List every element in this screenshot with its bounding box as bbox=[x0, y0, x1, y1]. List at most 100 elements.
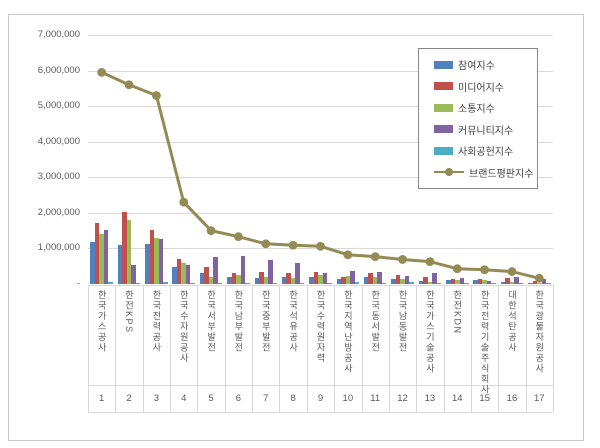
bar-소통지수-rank12 bbox=[400, 279, 405, 284]
bar-참여지수-rank15 bbox=[473, 279, 478, 284]
category-separator bbox=[88, 285, 89, 412]
legend-bar-swatch-icon bbox=[434, 103, 453, 112]
category-rank-label: 17 bbox=[534, 393, 545, 404]
y-axis-tick-label: 5,000,000 bbox=[37, 100, 80, 112]
category-label: 한국중부발전 bbox=[260, 290, 271, 353]
bar-참여지수-rank13 bbox=[418, 280, 424, 284]
bar-미디어지수-rank17 bbox=[532, 280, 538, 284]
axis-line bbox=[88, 412, 553, 413]
category-separator bbox=[170, 285, 172, 412]
category-label: 한국동서발전 bbox=[370, 290, 381, 353]
bar-사회공헌지수-rank11 bbox=[381, 283, 387, 284]
y-axis-tick-label: 4,000,000 bbox=[37, 135, 80, 147]
bar-미디어지수-rank13 bbox=[423, 277, 428, 284]
y-axis-tick-label: 7,000,000 bbox=[37, 29, 80, 40]
bar-미디어지수-rank1 bbox=[94, 222, 100, 284]
category-label: 한국남동발전 bbox=[397, 290, 408, 353]
legend-label: 소통지수 bbox=[458, 104, 495, 116]
bar-참여지수-rank6 bbox=[227, 276, 232, 284]
category-rank-label: 12 bbox=[397, 393, 408, 404]
bar-소통지수-rank16 bbox=[509, 281, 515, 284]
legend-label: 참여지수 bbox=[458, 61, 495, 73]
category-label: 한국전력기술주식회사 bbox=[479, 290, 490, 395]
category-rank-label: 2 bbox=[126, 393, 132, 404]
bar-사회공헌지수-rank2 bbox=[135, 282, 141, 284]
category-label: 한국남부발전 bbox=[233, 290, 244, 353]
category-rank-label: 15 bbox=[479, 393, 490, 404]
y-axis-tick-label: 1,000,000 bbox=[37, 242, 80, 254]
category-separator bbox=[252, 285, 254, 412]
category-label: 한전KDN bbox=[452, 290, 463, 335]
category-separator bbox=[443, 285, 445, 412]
bar-미디어지수-rank14 bbox=[450, 279, 455, 284]
bar-소통지수-rank15 bbox=[482, 279, 487, 284]
category-rank-label: 3 bbox=[153, 393, 160, 404]
category-separator bbox=[416, 285, 418, 412]
chart-frame-border bbox=[8, 14, 584, 441]
category-label: 한국서부발전 bbox=[206, 290, 217, 353]
bar-소통지수-rank17 bbox=[537, 283, 542, 284]
category-label: 한국석유공사 bbox=[288, 290, 299, 353]
category-label: 한국가스공사 bbox=[96, 290, 107, 353]
bar-커뮤니티지수-rank7 bbox=[268, 259, 273, 284]
bar-참여지수-rank7 bbox=[254, 278, 260, 284]
legend: 참여지수 미디어지수 소통지수 커뮤니티지수 사회공헌지수 브랜드평판지수 bbox=[418, 48, 538, 189]
legend-item-사회공헌지수: 사회공헌지수 bbox=[434, 144, 535, 158]
axis-line bbox=[88, 284, 553, 286]
bar-사회공헌지수-rank9 bbox=[327, 283, 332, 284]
bar-참여지수-rank17 bbox=[528, 282, 533, 284]
legend-item-미디어지수: 미디어지수 bbox=[434, 79, 535, 94]
category-rank-label: 10 bbox=[342, 393, 354, 404]
category-label: 한전KPS bbox=[124, 290, 135, 334]
category-separator bbox=[553, 285, 554, 412]
category-separator bbox=[498, 285, 500, 412]
bar-소통지수-rank8 bbox=[290, 278, 296, 284]
bar-참여지수-rank1 bbox=[90, 242, 95, 284]
category-separator bbox=[525, 285, 527, 412]
legend-label: 사회공헌지수 bbox=[458, 147, 514, 159]
bar-참여지수-rank11 bbox=[363, 277, 369, 284]
legend-item-커뮤니티지수: 커뮤니티지수 bbox=[434, 122, 535, 137]
bar-참여지수-rank10 bbox=[336, 279, 342, 284]
bar-참여지수-rank14 bbox=[446, 280, 451, 284]
category-rank-label: 8 bbox=[290, 393, 296, 404]
legend-item-소통지수: 소통지수 bbox=[434, 101, 535, 115]
bar-소통지수-rank13 bbox=[427, 281, 433, 284]
bar-커뮤니티지수-rank8 bbox=[295, 263, 300, 284]
category-separator bbox=[361, 285, 363, 412]
bar-소통지수-rank5 bbox=[208, 276, 214, 284]
bar-소통지수-rank7 bbox=[263, 277, 269, 284]
bar-참여지수-rank12 bbox=[391, 279, 396, 284]
gridline bbox=[88, 212, 553, 214]
bar-사회공헌지수-rank17 bbox=[546, 283, 551, 284]
bar-사회공헌지수-rank1 bbox=[108, 281, 113, 284]
y-axis-tick-label: 3,000,000 bbox=[37, 171, 80, 183]
category-rank-label: 13 bbox=[424, 393, 436, 404]
category-rank-label: 14 bbox=[451, 393, 463, 404]
bar-커뮤니티지수-rank5 bbox=[213, 256, 218, 284]
category-label: 대한석탄공사 bbox=[506, 290, 517, 353]
y-axis-tick-label: 2,000,000 bbox=[37, 206, 80, 218]
category-separator bbox=[306, 285, 308, 412]
category-label: 한국광물자원공사 bbox=[534, 290, 545, 374]
bar-커뮤니티지수-rank1 bbox=[103, 229, 109, 284]
bar-커뮤니티지수-rank6 bbox=[240, 255, 246, 284]
bar-사회공헌지수-rank4 bbox=[190, 282, 195, 284]
bar-사회공헌지수-rank5 bbox=[217, 283, 223, 284]
legend-bar-swatch-icon bbox=[434, 146, 453, 155]
category-rank-label: 1 bbox=[99, 393, 105, 404]
category-rank-label: 11 bbox=[370, 393, 381, 404]
category-separator bbox=[115, 285, 117, 412]
bar-미디어지수-rank15 bbox=[477, 278, 483, 284]
category-label: 한국지역난방공사 bbox=[342, 290, 353, 374]
legend-bar-swatch-icon bbox=[434, 60, 453, 69]
bar-미디어지수-rank10 bbox=[341, 276, 346, 284]
category-separator bbox=[142, 285, 144, 412]
bar-커뮤니티지수-rank17 bbox=[541, 279, 547, 284]
bar-커뮤니티지수-rank12 bbox=[404, 275, 410, 284]
category-separator bbox=[224, 285, 226, 412]
bar-사회공헌지수-rank3 bbox=[163, 282, 168, 284]
bar-참여지수-rank8 bbox=[281, 277, 287, 284]
bar-커뮤니티지수-rank4 bbox=[185, 265, 191, 284]
